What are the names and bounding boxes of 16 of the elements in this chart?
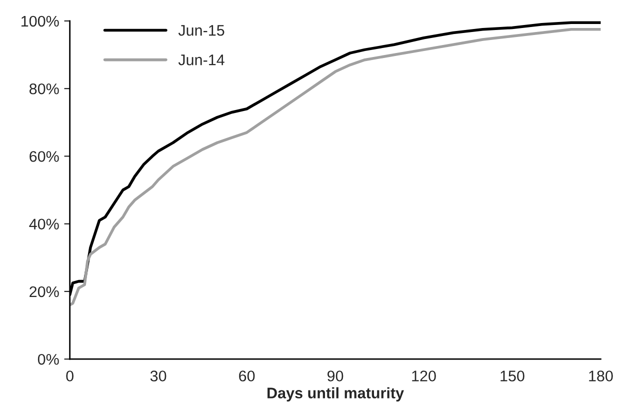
x-tick-label: 30 [150,370,166,382]
y-tick-label: 20% [30,286,59,298]
x-axis-title: Days until maturity [268,387,404,402]
x-tick-label: 150 [500,370,524,382]
y-tick-label: 0% [38,354,59,365]
x-tick-label: 60 [239,370,255,382]
x-tick-label: 0 [66,370,74,382]
y-tick-label: 40% [29,218,59,230]
x-tick-label: 120 [412,370,436,382]
legend-label: Jun-14 [178,54,224,66]
x-tick-label: 90 [327,370,344,382]
y-tick-label: 100% [22,16,59,27]
y-tick-label: 60% [30,151,59,162]
x-tick-label: 180 [589,370,613,382]
legend-label: Jun-15 [178,25,224,36]
y-tick-label: 80% [30,83,59,94]
